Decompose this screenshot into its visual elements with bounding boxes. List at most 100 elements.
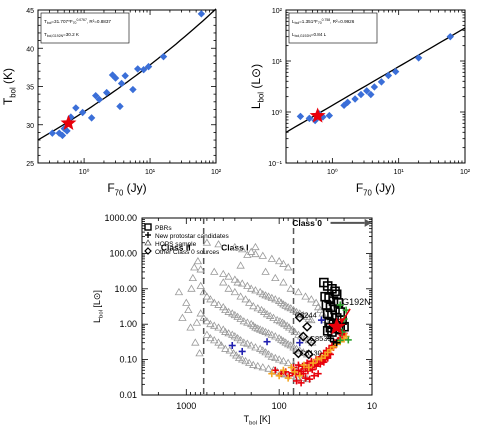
hops-marker — [214, 338, 223, 346]
hops-marker — [221, 344, 230, 352]
x-tick-label: 10⁰ — [79, 168, 90, 176]
hops-marker — [283, 263, 293, 271]
y-tick-label: 40 — [26, 46, 34, 53]
hops-marker — [232, 351, 241, 359]
y-axis-label: Lbol [L⊙] — [92, 290, 105, 323]
hops-marker — [214, 300, 223, 308]
fit-g192n-value: Tbol,G192N=30.2 K — [44, 32, 80, 38]
data-point — [370, 83, 379, 91]
hops-marker — [251, 343, 260, 351]
hops-marker — [210, 267, 219, 275]
data-point — [197, 10, 206, 18]
data-point — [367, 90, 375, 99]
hops-marker — [202, 238, 212, 246]
hops-marker — [265, 311, 275, 319]
hops-marker — [224, 329, 233, 337]
y-axis-label: Lbol (L⊙) — [249, 64, 266, 109]
fit-text-box — [288, 12, 378, 44]
hops-marker — [230, 287, 240, 296]
y-tick-label: 10.00 — [114, 284, 137, 294]
hops-marker — [292, 307, 301, 315]
hops-marker — [301, 292, 310, 300]
hops-marker — [236, 261, 245, 269]
hops-marker — [199, 313, 208, 321]
hops-marker — [247, 247, 256, 255]
hops-marker — [224, 284, 233, 292]
hops-marker — [187, 284, 196, 292]
hops-marker — [272, 315, 282, 324]
legend-class0-marker — [144, 247, 152, 255]
hops-marker — [199, 287, 208, 296]
legend-pbr-marker — [144, 223, 152, 231]
legend-label: Other Class 0 sources — [155, 249, 220, 256]
hops-marker — [301, 333, 310, 342]
hops-marker — [236, 336, 245, 344]
hops-marker — [264, 329, 273, 337]
data-point — [92, 91, 100, 100]
hops-marker — [184, 305, 193, 314]
annotation-c8244: C8244 — [295, 310, 317, 319]
class0-source-marker — [302, 321, 313, 332]
class-label-class-0: Class 0 — [292, 218, 322, 228]
hops-marker — [279, 259, 288, 267]
hops-marker — [202, 292, 212, 300]
hops-marker — [236, 314, 245, 322]
hops-marker — [238, 245, 247, 253]
hops-marker — [271, 353, 280, 362]
hops-marker — [279, 356, 288, 365]
hops-marker — [245, 298, 254, 306]
legend-label: HOPS sample — [155, 241, 197, 248]
hops-marker — [264, 364, 273, 372]
hops-marker — [284, 323, 294, 331]
hops-marker — [274, 333, 284, 342]
x-tick-label: 10² — [460, 169, 471, 176]
hops-marker — [267, 352, 276, 360]
hops-marker — [206, 333, 215, 342]
panel-tbol-vs-f70: 10⁰ 10¹ 10² 25 30 35 40 45 Tbol=31.707*F700.0767… — [1, 8, 222, 198]
x-axis-label: F70 (Jy) — [107, 181, 146, 198]
hops-marker — [267, 293, 276, 301]
hops-marker — [191, 338, 200, 346]
hops-marker — [210, 321, 219, 329]
hops-marker — [247, 284, 256, 292]
hops-marker — [188, 273, 198, 282]
y-tick-label: 10¹ — [272, 59, 283, 66]
data-point — [357, 90, 365, 99]
hops-marker — [307, 315, 316, 324]
fit-equation: Tbol=31.707*F700.0767, R²=0.8837 — [44, 18, 111, 25]
x-axis-label: Tbol [K] — [244, 414, 271, 427]
hops-marker — [206, 319, 215, 328]
hops-marker — [196, 281, 205, 289]
y-tick-label: 35 — [26, 85, 34, 92]
annotation-c8130: C8130 — [300, 349, 322, 358]
hops-marker — [251, 242, 260, 251]
hops-marker — [271, 273, 280, 282]
data-point — [139, 65, 148, 74]
data-point — [117, 79, 126, 88]
hops-marker — [238, 355, 247, 363]
class0-source-marker — [298, 331, 309, 342]
y-tick-label: 25 — [26, 161, 34, 168]
x-tick-label: 10¹ — [394, 169, 405, 176]
hops-marker — [210, 336, 219, 344]
hops-marker — [274, 355, 284, 363]
x-tick-label: 1000 — [176, 401, 196, 411]
class0-source-marker — [294, 312, 305, 323]
data-point — [121, 72, 129, 80]
data-point — [48, 129, 57, 137]
hops-marker — [243, 250, 252, 258]
hops-marker — [241, 295, 250, 303]
data-point — [296, 112, 305, 121]
g192n-star-marker — [327, 317, 346, 335]
fit-equation: Lbol=1.351*F700.758, R²=0.9926 — [292, 18, 355, 25]
hops-marker — [230, 242, 240, 251]
data-point — [391, 67, 400, 76]
hops-marker — [249, 302, 258, 310]
hops-marker — [224, 272, 233, 280]
hops-marker — [233, 333, 242, 342]
class-label-class-i: Class I — [221, 243, 248, 253]
panel-lbol-vs-tbol: 1000 100 10 0.01 0.10 1.00 10.00 100.00 1000.00 C… — [92, 213, 377, 427]
hops-marker — [186, 323, 195, 331]
annotation-c8535: C8535 — [310, 334, 332, 343]
hops-marker — [277, 335, 286, 343]
